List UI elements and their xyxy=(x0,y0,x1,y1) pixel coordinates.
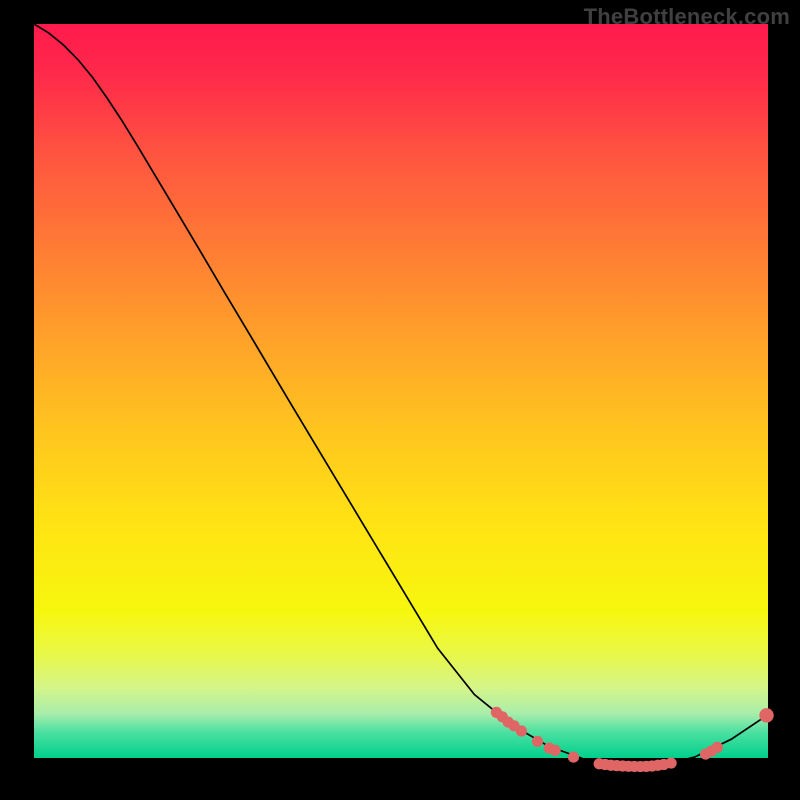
bottleneck-curve xyxy=(34,24,768,766)
chart-overlay xyxy=(34,24,768,769)
figure-root: { "attribution": { "text": "TheBottlenec… xyxy=(0,0,800,800)
data-marker xyxy=(550,745,561,756)
data-marker xyxy=(532,736,543,747)
data-marker xyxy=(568,751,579,762)
data-marker xyxy=(759,708,773,722)
data-marker xyxy=(666,757,677,768)
plot-area xyxy=(34,24,768,769)
data-marker xyxy=(516,725,527,736)
data-marker xyxy=(712,742,723,753)
